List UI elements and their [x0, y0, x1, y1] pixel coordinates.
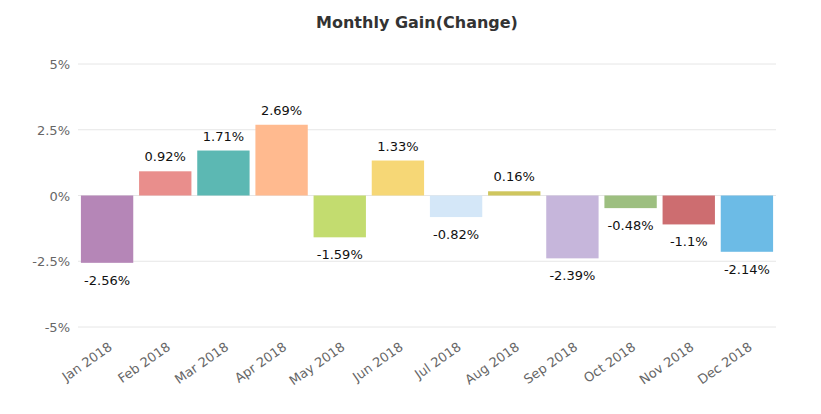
title: Monthly Gain(Change) [316, 13, 518, 32]
bar[interactable] [255, 125, 307, 196]
x-tick-label: Oct 2018 [581, 339, 639, 386]
x-tick-label: Jan 2018 [58, 339, 114, 385]
data-label: 0.16% [494, 169, 535, 184]
bar[interactable] [314, 196, 366, 238]
grid-line [78, 327, 776, 328]
grid-line [78, 64, 776, 65]
x-tick-label: Sep 2018 [521, 339, 580, 387]
bars [81, 125, 773, 263]
bar[interactable] [721, 196, 773, 252]
chart: Monthly Gain(Change) -5% -2.5% 0% 2.5% 5% -2.5… [0, 0, 821, 414]
data-label: -0.82% [433, 227, 479, 242]
x-tick-label: Feb 2018 [115, 339, 173, 386]
data-label: -1.59% [317, 247, 363, 262]
bar[interactable] [546, 196, 598, 259]
data-label: 0.92% [145, 149, 186, 164]
x-tick-label: Aug 2018 [462, 339, 522, 387]
x-tick-label: May 2018 [286, 339, 347, 388]
chart-root: Monthly Gain(Change) -5% -2.5% 0% 2.5% 5% -2.5… [0, 0, 821, 414]
y-tick-label: -5% [45, 320, 70, 335]
grid-line [78, 129, 776, 130]
bar[interactable] [663, 196, 715, 225]
data-label: 1.33% [377, 139, 418, 154]
data-label: -2.14% [724, 262, 770, 277]
x-tick-label: Dec 2018 [695, 339, 755, 387]
bar[interactable] [81, 196, 133, 263]
y-tick-label: -2.5% [32, 254, 70, 269]
y-tick-label: 2.5% [37, 123, 70, 138]
data-label: -2.39% [549, 268, 595, 283]
x-tick-label: Mar 2018 [172, 339, 231, 387]
y-tick-label: 5% [49, 57, 70, 72]
data-label: -0.48% [608, 218, 654, 233]
x-tick-label: Jun 2018 [349, 339, 406, 385]
data-label: -1.1% [670, 234, 708, 249]
bar[interactable] [372, 161, 424, 196]
grid-line [78, 261, 776, 262]
bar[interactable] [604, 196, 656, 209]
data-label: 1.71% [203, 129, 244, 144]
bar[interactable] [488, 191, 540, 195]
data-label: 2.69% [261, 103, 302, 118]
data-label: -2.56% [84, 273, 130, 288]
x-tick-label: Nov 2018 [637, 339, 697, 387]
x-tick-label: Jul 2018 [411, 339, 464, 382]
bar[interactable] [430, 196, 482, 218]
bar[interactable] [139, 171, 191, 195]
y-tick-label: 0% [49, 189, 70, 204]
bar[interactable] [197, 151, 249, 196]
x-tick-label: Apr 2018 [232, 339, 290, 386]
